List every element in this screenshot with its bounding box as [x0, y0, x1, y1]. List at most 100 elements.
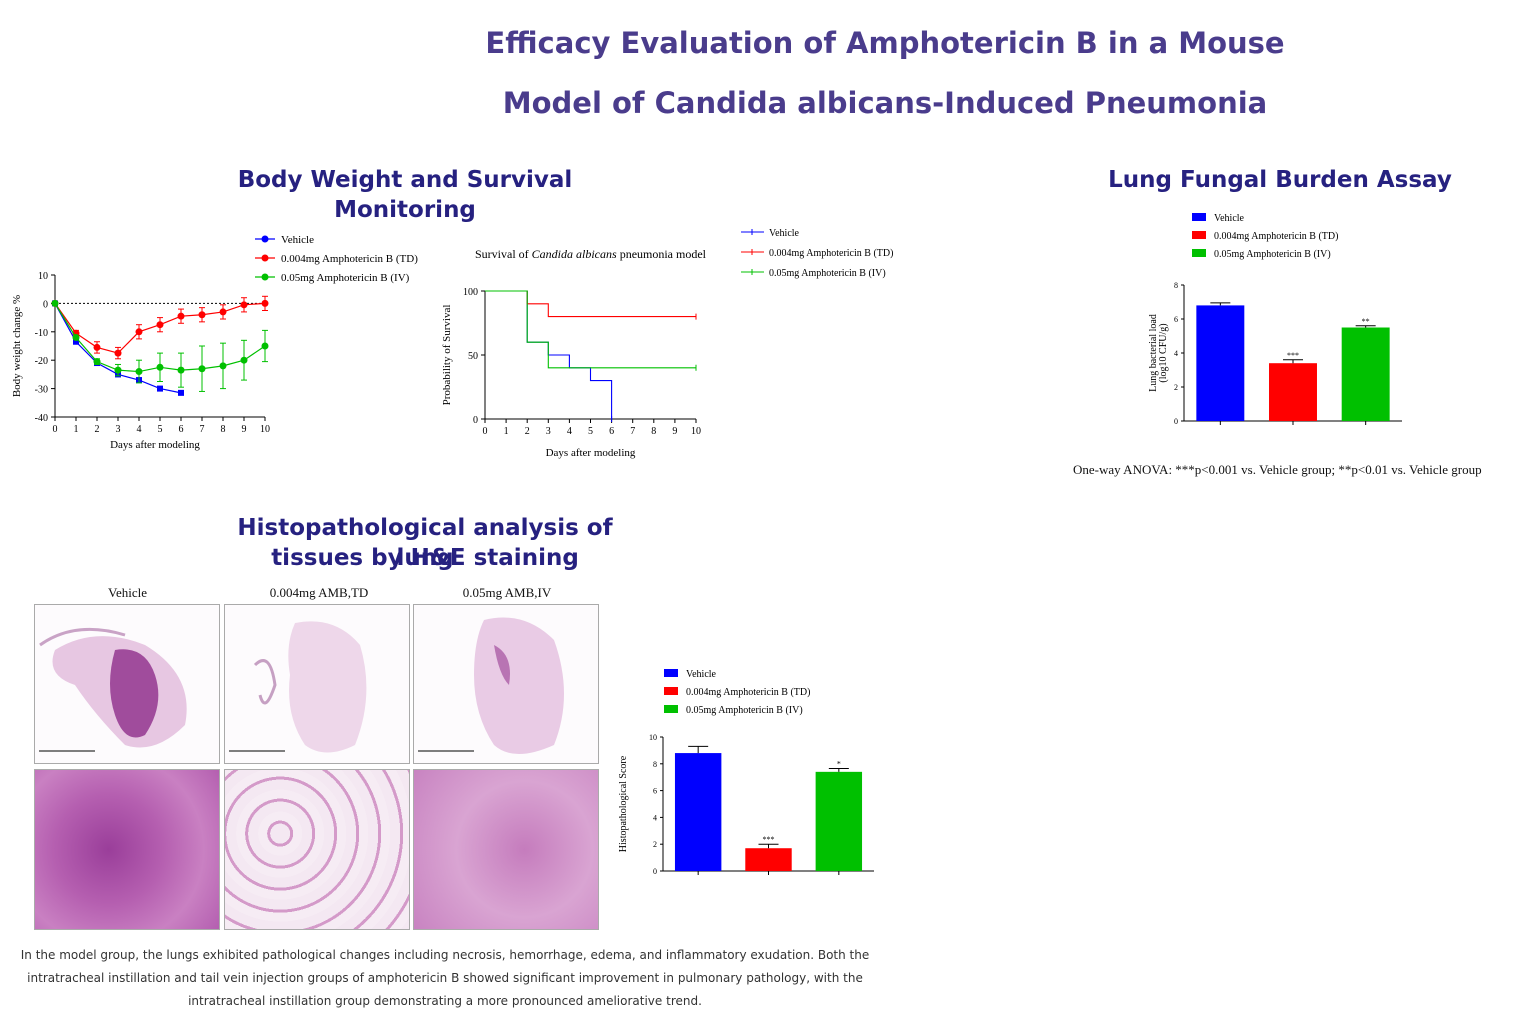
x-tick-label: 5 — [158, 424, 163, 435]
significance-label: * — [837, 759, 841, 768]
legend-label: 0.05mg Amphotericin B (IV) — [686, 705, 803, 716]
x-tick-label: 3 — [116, 424, 121, 435]
y-tick-label: 6 — [653, 787, 657, 796]
section-title-fungal: Lung Fungal Burden Assay — [1108, 167, 1452, 193]
histo-header-iv: 0.05mg AMB,IV — [462, 585, 552, 600]
y-tick-label: 2 — [653, 840, 657, 849]
y-axis-label: Lung bacterial load — [1148, 314, 1159, 392]
x-tick-label: 3 — [546, 426, 551, 437]
y-tick-label: 2 — [1174, 383, 1178, 392]
legend-swatch — [1192, 249, 1206, 257]
legend-label: 0.05mg Amphotericin B (IV) — [281, 272, 410, 284]
x-tick-label: 0 — [483, 426, 488, 437]
data-point — [93, 358, 101, 366]
legend-label: 0.004mg Amphotericin B (TD) — [686, 687, 810, 698]
y-axis-label: Body weight change % — [11, 295, 23, 397]
x-tick-label: 9 — [242, 424, 247, 435]
x-tick-label: 9 — [672, 426, 677, 437]
legend-label: Vehicle — [686, 669, 717, 680]
main-title-line1: Efficacy Evaluation of Amphotericin B in… — [485, 26, 1285, 60]
data-point — [198, 365, 206, 373]
main-title-line2: Model of Candida albicans-Induced Pneumo… — [502, 86, 1268, 120]
legend-label: 0.05mg Amphotericin B (IV) — [1214, 249, 1331, 260]
histo-header-td: 0.004mg AMB,TD — [269, 585, 369, 600]
legend-swatch — [664, 705, 678, 713]
legend-swatch — [1192, 213, 1206, 221]
x-tick-label: 4 — [137, 424, 142, 435]
histo-image-td-high — [224, 769, 410, 930]
bar — [1269, 363, 1317, 421]
x-tick-label: 1 — [504, 426, 509, 437]
data-point — [73, 338, 79, 345]
x-axis-label: Days after modeling — [110, 439, 200, 451]
y-tick-label: 8 — [1174, 281, 1178, 290]
legend-label: 0.004mg Amphotericin B (TD) — [281, 253, 418, 265]
section-title-histo-line1: Histopathological analysis of lung — [237, 515, 613, 571]
legend-label: 0.004mg Amphotericin B (TD) — [769, 248, 893, 259]
bar — [745, 848, 792, 871]
legend-label: Vehicle — [281, 234, 314, 246]
data-point — [178, 389, 184, 396]
x-tick-label: 8 — [651, 426, 656, 437]
survival-line — [485, 290, 696, 369]
y-tick-label: 10 — [38, 271, 48, 282]
y-tick-label: 0 — [43, 299, 48, 310]
y-axis-label: Probability of Survival — [441, 305, 453, 406]
x-tick-label: 1 — [74, 424, 79, 435]
y-tick-label: 50 — [468, 351, 478, 362]
x-tick-label: 6 — [179, 424, 184, 435]
data-point — [135, 368, 143, 376]
significance-label: *** — [1287, 351, 1299, 360]
data-point — [261, 299, 269, 307]
legend-swatch — [1192, 231, 1206, 239]
body-weight-chart: -40 -30 -20 -10 0 10 0 1 2 3 4 5 6 7 8 9 10 Days after mo… — [11, 234, 418, 451]
legend-marker — [261, 235, 269, 243]
chart-title: Survival of Candida albicans pneumonia m… — [475, 247, 707, 261]
histo-note-line2: intratracheal instillation and tail vein… — [27, 971, 863, 985]
y-tick-label: -20 — [35, 356, 48, 367]
y-tick-label: -30 — [35, 385, 48, 396]
data-point — [51, 299, 59, 307]
y-tick-label: 10 — [649, 733, 657, 742]
histo-image-vehicle-high — [34, 769, 220, 930]
x-tick-label: 7 — [200, 424, 205, 435]
data-point — [135, 328, 143, 336]
histo-image-td-low — [224, 604, 410, 764]
data-point — [240, 301, 248, 309]
legend-label: Vehicle — [1214, 213, 1245, 224]
data-point — [177, 312, 185, 320]
histo-header-vehicle: Vehicle — [108, 585, 147, 600]
x-tick-label: 8 — [221, 424, 226, 435]
section-title-body-weight: Body Weight and Survival Monitoring — [237, 167, 573, 223]
y-axis-label: (log10 CFU/g) — [1158, 323, 1169, 382]
y-tick-label: 0 — [1174, 417, 1178, 426]
y-tick-label: 0 — [473, 415, 478, 426]
data-point — [177, 366, 185, 374]
histo-image-iv-high — [413, 769, 599, 930]
y-tick-label: 4 — [1174, 349, 1178, 358]
data-point — [219, 362, 227, 370]
legend-label: 0.004mg Amphotericin B (TD) — [1214, 231, 1338, 242]
data-point — [240, 356, 248, 364]
y-axis-label: Histopathological Score — [618, 755, 629, 852]
data-point — [72, 333, 80, 341]
y-tick-label: 100 — [463, 287, 478, 298]
data-point — [114, 349, 122, 357]
data-point — [198, 311, 206, 319]
y-tick-label: 4 — [653, 813, 657, 822]
histo-image-vehicle-low — [34, 604, 220, 764]
data-point — [261, 342, 269, 350]
histo-note-line3: intratracheal instillation group demonst… — [188, 994, 702, 1008]
data-point — [114, 366, 122, 374]
data-point — [156, 363, 164, 371]
histo-note-line1: In the model group, the lungs exhibited … — [20, 948, 870, 962]
x-tick-label: 10 — [691, 426, 701, 437]
histo-image-iv-low — [413, 604, 599, 764]
data-point — [219, 308, 227, 316]
bar — [815, 771, 863, 871]
x-tick-label: 5 — [588, 426, 593, 437]
x-tick-label: 4 — [567, 426, 572, 437]
significance-label: ** — [1362, 317, 1370, 326]
y-tick-label: -10 — [35, 328, 48, 339]
